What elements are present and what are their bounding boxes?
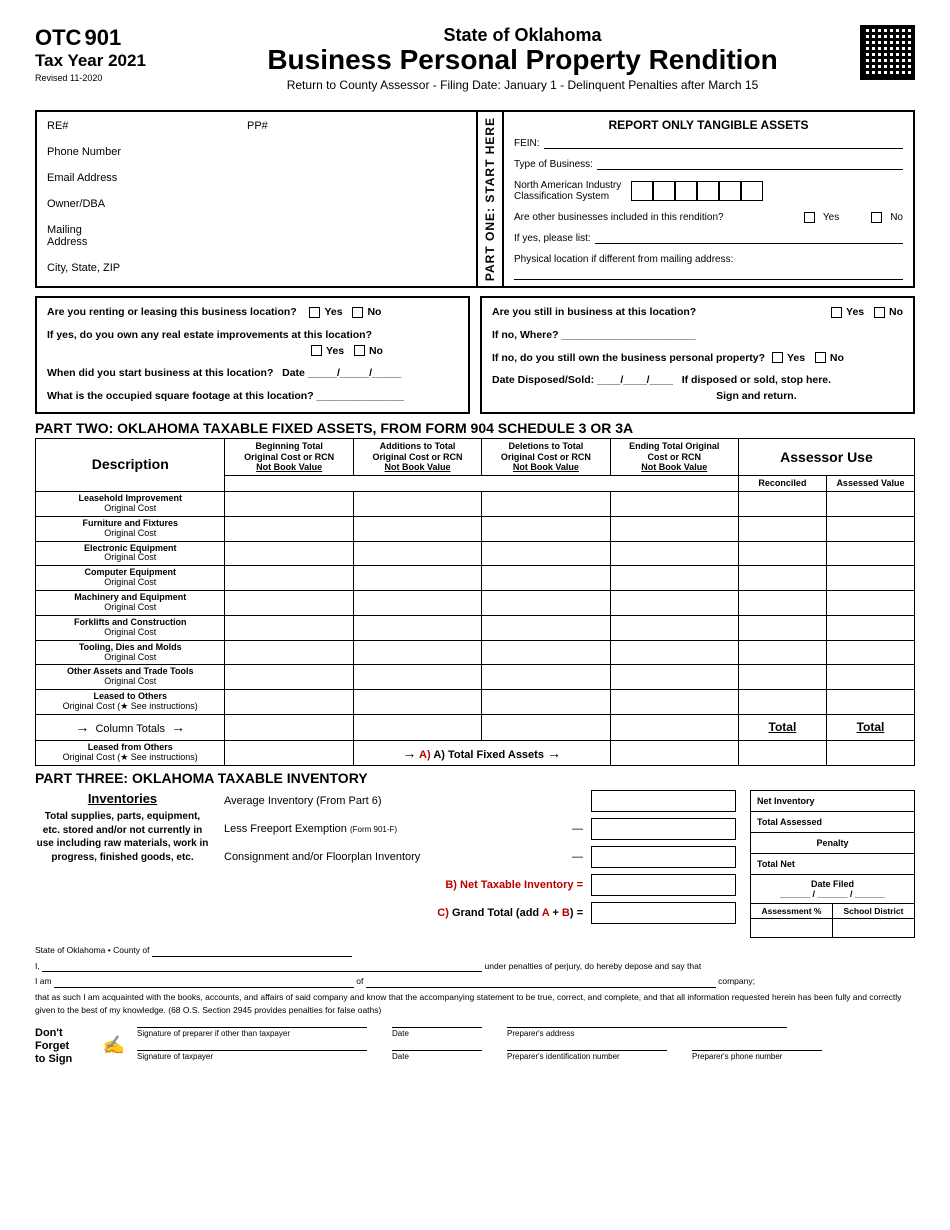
form-number: 901 (85, 25, 122, 50)
rent-no[interactable] (352, 307, 363, 318)
net-tax-input[interactable] (591, 874, 736, 896)
assessor-header: Assessor Use (738, 438, 914, 475)
part-three-mid: Average Inventory (From Part 6) Less Fre… (224, 790, 736, 938)
pp-label: PP# (247, 120, 268, 132)
questions-left: Are you renting or leasing this business… (35, 296, 470, 414)
table-row-desc: Leasehold ImprovementOriginal Cost (36, 491, 225, 516)
naics-boxes[interactable] (631, 181, 763, 201)
email-label: Email Address (47, 172, 466, 184)
inventories-desc: Inventories Total supplies, parts, equip… (35, 790, 210, 938)
revised-date: Revised 11-2020 (35, 73, 185, 83)
header-center: State of Oklahoma Business Personal Prop… (200, 25, 845, 92)
own-yes[interactable] (772, 352, 783, 363)
total-fixed-input[interactable] (610, 740, 738, 765)
re-label: RE# (47, 120, 247, 132)
header: OTC 901 Tax Year 2021 Revised 11-2020 St… (35, 25, 915, 92)
avg-inv-input[interactable] (591, 790, 736, 812)
state-label: State of Oklahoma (200, 25, 845, 46)
fein-label: FEIN: (514, 138, 540, 149)
table-row-desc: Forklifts and ConstructionOriginal Cost (36, 615, 225, 640)
dont-forget: Don't Forget to Sign✍ (35, 1027, 125, 1067)
questions-right: Are you still in business at this locati… (480, 296, 915, 414)
form-title: Business Personal Property Rendition (200, 46, 845, 74)
part-one-vertical: PART ONE: START HERE (478, 110, 502, 288)
improve-no[interactable] (354, 345, 365, 356)
part-one: RE#PP# Phone Number Email Address Owner/… (35, 110, 915, 288)
other-yes-checkbox[interactable] (804, 212, 815, 223)
oath-section: State of Oklahoma • County of I, under p… (35, 944, 915, 1017)
other-biz-label: Are other businesses included in this re… (514, 212, 724, 223)
table-row-desc: Machinery and EquipmentOriginal Cost (36, 591, 225, 616)
table-row-desc: Furniture and FixturesOriginal Cost (36, 516, 225, 541)
table-row-desc: Tooling, Dies and MoldsOriginal Cost (36, 640, 225, 665)
table-row-desc: Leased to OthersOriginal Cost (★ See ins… (36, 690, 225, 715)
physical-label: Physical location if different from mail… (514, 254, 733, 265)
ifyes-label: If yes, please list: (514, 233, 591, 244)
naics-label: North American Industry Classification S… (514, 180, 621, 202)
part-three-right: Net Inventory Total Assessed Penalty Tot… (750, 790, 915, 938)
desc-header: Description (36, 438, 225, 491)
owner-label: Owner/DBA (47, 198, 466, 210)
mailing-label: Mailing Address (47, 224, 466, 248)
otc-label: OTC (35, 25, 81, 50)
part-two-title: PART TWO: OKLAHOMA TAXABLE FIXED ASSETS,… (35, 420, 915, 436)
part-one-left: RE#PP# Phone Number Email Address Owner/… (35, 110, 478, 288)
city-label: City, State, ZIP (47, 262, 466, 274)
pen-icon: ✍ (103, 1035, 125, 1057)
coltot-4[interactable] (610, 714, 738, 740)
still-yes[interactable] (831, 307, 842, 318)
part-three-title: PART THREE: OKLAHOMA TAXABLE INVENTORY (35, 770, 368, 786)
coltot-2[interactable] (353, 714, 481, 740)
consign-input[interactable] (591, 846, 736, 868)
table-row-desc: Other Assets and Trade ToolsOriginal Cos… (36, 665, 225, 690)
fein-input[interactable] (544, 138, 903, 149)
freeport-input[interactable] (591, 818, 736, 840)
other-no-checkbox[interactable] (871, 212, 882, 223)
rent-yes[interactable] (309, 307, 320, 318)
biztype-input[interactable] (597, 159, 903, 170)
still-no[interactable] (874, 307, 885, 318)
tax-year: Tax Year 2021 (35, 51, 185, 71)
part-one-right: REPORT ONLY TANGIBLE ASSETS FEIN: Type o… (502, 110, 915, 288)
tangible-title: REPORT ONLY TANGIBLE ASSETS (514, 118, 903, 132)
biztype-label: Type of Business: (514, 159, 593, 170)
improve-yes[interactable] (311, 345, 322, 356)
table-row-desc: Computer EquipmentOriginal Cost (36, 566, 225, 591)
part-one-questions: Are you renting or leasing this business… (35, 296, 915, 414)
header-left: OTC 901 Tax Year 2021 Revised 11-2020 (35, 25, 185, 83)
coltot-3[interactable] (482, 714, 610, 740)
qr-code-icon (860, 25, 915, 80)
own-no[interactable] (815, 352, 826, 363)
phone-label: Phone Number (47, 146, 466, 158)
form-subtitle: Return to County Assessor - Filing Date:… (200, 78, 845, 92)
coltot-1[interactable] (225, 714, 353, 740)
physical-input[interactable] (514, 269, 903, 280)
part-three: Inventories Total supplies, parts, equip… (35, 790, 915, 938)
ifyes-input[interactable] (595, 233, 903, 244)
table-row-desc: Electronic EquipmentOriginal Cost (36, 541, 225, 566)
signature-section: Don't Forget to Sign✍ Signature of prepa… (35, 1027, 915, 1073)
grand-total-input[interactable] (591, 902, 736, 924)
part-two-table: Description Beginning Total Original Cos… (35, 438, 915, 766)
